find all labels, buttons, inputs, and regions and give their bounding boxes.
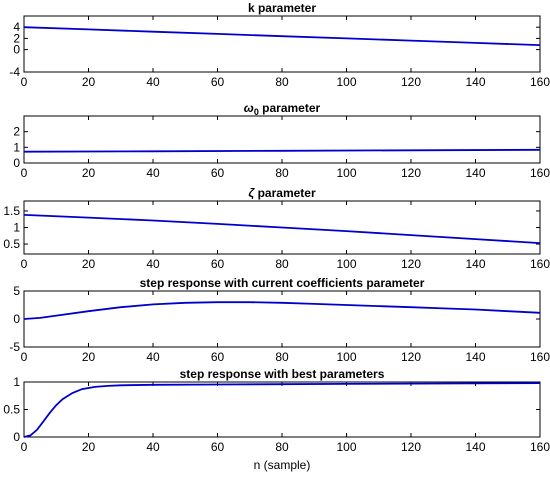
y-tick-label: 0: [13, 430, 20, 444]
x-tick-label: 40: [146, 440, 160, 454]
x-tick-label: 140: [465, 440, 485, 454]
series-line-1: [23, 301, 541, 320]
x-tick-label: 60: [211, 257, 225, 271]
series-line-1: [23, 26, 541, 46]
chart-panel-5: 0 20 40 60 80 100 120 140 160 0 0.5 1 step response …: [3, 367, 550, 472]
x-tick-label: 60: [211, 75, 225, 89]
x-tick-label: 120: [401, 440, 421, 454]
x-tick-label: 0: [21, 440, 28, 454]
title-symbol: ω: [244, 101, 254, 115]
x-tick-label: 100: [336, 257, 356, 271]
x-tick-label: 80: [275, 75, 289, 89]
x-tick-label: 160: [530, 166, 550, 180]
series-line-1: [23, 214, 541, 244]
x-tick-label: 60: [211, 350, 225, 364]
x-tick-label: 0: [21, 350, 28, 364]
x-tick-label: 160: [530, 350, 550, 364]
x-tick-label: 0: [21, 257, 28, 271]
panel-title: ζ parameter: [248, 186, 316, 200]
y-tick-label: 2: [13, 125, 20, 139]
panel-title: step response with current coefficients …: [140, 276, 425, 290]
y-tick-label: 1: [13, 375, 20, 389]
y-tick-label: 2: [13, 31, 20, 45]
x-tick-label: 160: [530, 75, 550, 89]
x-tick-label: 0: [21, 166, 28, 180]
x-tick-label: 80: [275, 166, 289, 180]
y-tick-label: -4: [9, 65, 20, 79]
x-tick-label: 80: [275, 440, 289, 454]
title-rest: parameter: [259, 101, 321, 115]
x-tick-label: 20: [82, 166, 96, 180]
y-tick-label: 4: [13, 20, 20, 34]
title-rest: parameter: [254, 186, 316, 200]
x-tick-label: 120: [401, 75, 421, 89]
x-tick-label: 60: [211, 166, 225, 180]
x-tick-label: 100: [336, 350, 356, 364]
x-tick-label: 0: [21, 75, 28, 89]
x-tick-label: 40: [146, 350, 160, 364]
title-symbol: ζ: [248, 186, 255, 200]
panel-title: k parameter: [248, 1, 316, 15]
plot-frame: [23, 15, 541, 73]
y-tick-label: -5: [9, 340, 20, 354]
x-tick-label: 20: [82, 75, 96, 89]
x-tick-label: 40: [146, 166, 160, 180]
x-tick-label: 20: [82, 257, 96, 271]
y-tick-label: 0: [13, 156, 20, 170]
x-tick-label: 20: [82, 440, 96, 454]
x-tick-label: 40: [146, 75, 160, 89]
x-tick-label: 60: [211, 440, 225, 454]
series-line-1: [23, 148, 541, 153]
y-tick-label: 0.5: [3, 403, 20, 417]
series-line-1: [23, 382, 541, 438]
x-tick-label: 140: [465, 350, 485, 364]
plot-frame: [23, 381, 541, 438]
title-subscript: 0: [254, 107, 259, 117]
x-tick-label: 160: [530, 257, 550, 271]
x-tick-label: 80: [275, 257, 289, 271]
x-tick-label: 140: [465, 166, 485, 180]
panel-title: step response with best parameters: [180, 367, 385, 381]
x-tick-label: 120: [401, 257, 421, 271]
x-tick-label: 100: [336, 166, 356, 180]
x-tick-label: 100: [336, 75, 356, 89]
x-tick-label: 120: [401, 350, 421, 364]
y-tick-label: 5: [13, 284, 20, 298]
plot-frame: [23, 290, 541, 348]
x-tick-label: 140: [465, 75, 485, 89]
y-tick-label: 1: [13, 221, 20, 235]
y-tick-label: 1: [13, 140, 20, 154]
x-tick-label: 160: [530, 440, 550, 454]
x-tick-label: 120: [401, 166, 421, 180]
panel-title: ω0 parameter: [244, 101, 321, 117]
y-tick-label: 1.5: [3, 204, 20, 218]
x-axis-label: n (sample): [254, 458, 311, 472]
x-tick-label: 20: [82, 350, 96, 364]
y-tick-label: 0.5: [3, 237, 20, 251]
x-tick-label: 100: [336, 440, 356, 454]
x-tick-label: 140: [465, 257, 485, 271]
chart-panel-3: 0 20 40 60 80 100 120 140 160 0.5 1 1.5 ζ parameter: [3, 186, 550, 271]
plot-frame: [23, 115, 541, 164]
y-tick-label: 0: [13, 43, 20, 57]
y-tick-label: 0: [13, 312, 20, 326]
x-tick-label: 40: [146, 257, 160, 271]
x-tick-label: 80: [275, 350, 289, 364]
